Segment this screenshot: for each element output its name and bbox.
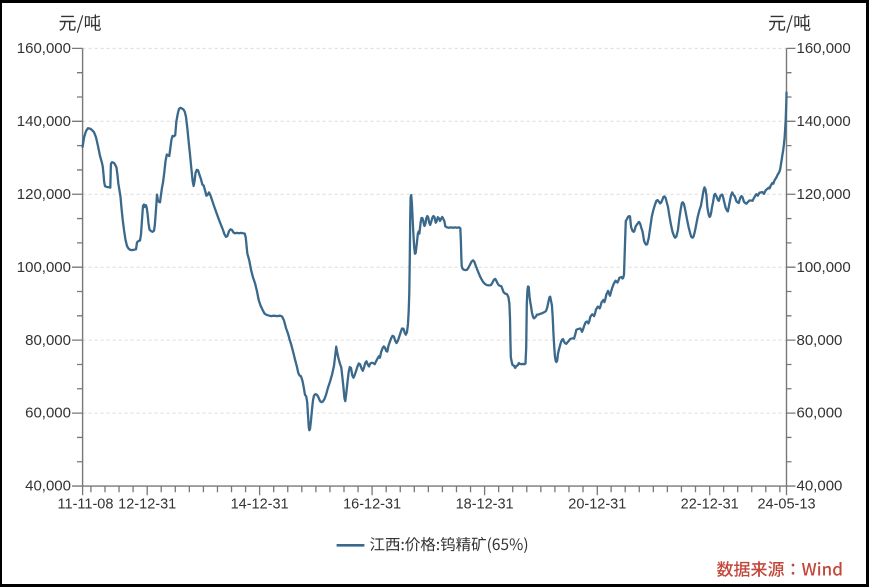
svg-text:12-12-31: 12-12-31	[118, 496, 176, 512]
svg-text:60,000: 60,000	[797, 405, 843, 422]
svg-text:100,000: 100,000	[17, 259, 71, 276]
svg-text:24-05-13: 24-05-13	[757, 496, 815, 512]
svg-text:14-12-31: 14-12-31	[231, 496, 289, 512]
svg-text:40,000: 40,000	[797, 478, 843, 495]
svg-text:60,000: 60,000	[25, 405, 71, 422]
svg-text:100,000: 100,000	[797, 259, 851, 276]
svg-text:22-12-31: 22-12-31	[681, 496, 739, 512]
svg-text:11-11-08: 11-11-08	[58, 496, 114, 512]
svg-text:40,000: 40,000	[25, 478, 71, 495]
svg-text:140,000: 140,000	[797, 113, 851, 130]
svg-text:140,000: 140,000	[17, 113, 71, 130]
svg-text:120,000: 120,000	[797, 186, 851, 203]
svg-text:160,000: 160,000	[797, 40, 851, 57]
svg-text:80,000: 80,000	[25, 332, 71, 349]
svg-text:80,000: 80,000	[797, 332, 843, 349]
svg-text:16-12-31: 16-12-31	[343, 496, 401, 512]
svg-text:160,000: 160,000	[17, 40, 71, 57]
svg-text:20-12-31: 20-12-31	[568, 496, 626, 512]
svg-text:18-12-31: 18-12-31	[456, 496, 514, 512]
svg-text:120,000: 120,000	[17, 186, 71, 203]
